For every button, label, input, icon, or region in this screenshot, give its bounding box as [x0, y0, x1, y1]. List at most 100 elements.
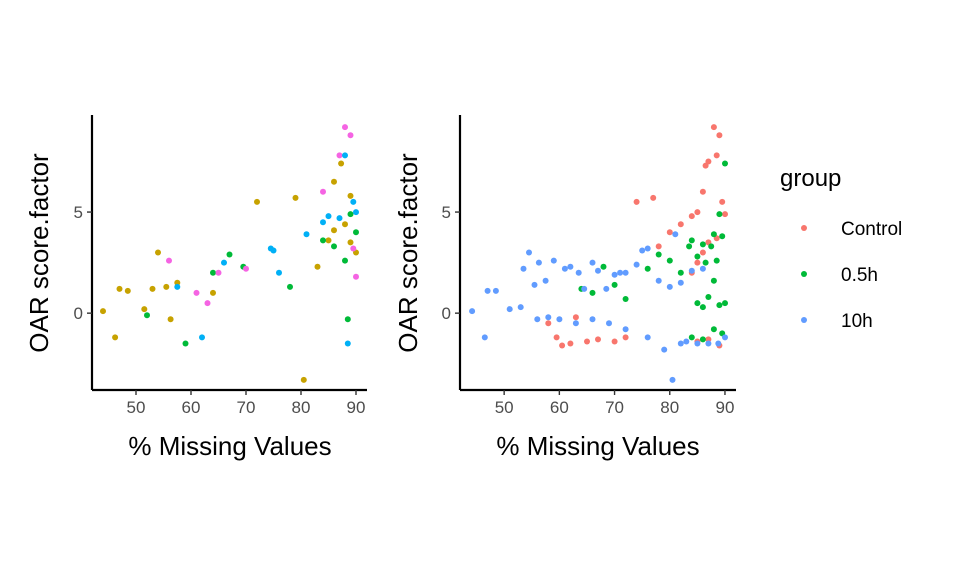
data-point — [584, 338, 590, 345]
data-point — [506, 306, 513, 313]
data-point — [572, 320, 579, 327]
data-point — [336, 152, 343, 159]
data-point — [226, 251, 233, 258]
data-point — [155, 249, 161, 256]
data-point — [617, 269, 624, 276]
data-point — [561, 265, 568, 272]
data-point — [688, 334, 695, 341]
x-axis-title: % Missing Values — [128, 431, 331, 461]
data-point — [567, 263, 574, 270]
data-point — [633, 198, 640, 205]
data-point — [722, 211, 728, 218]
data-point — [116, 285, 123, 292]
data-point — [622, 296, 629, 302]
data-point — [342, 257, 348, 264]
x-tick-label: 80 — [660, 398, 679, 417]
legend-item-0-5h: 0.5h — [801, 265, 878, 286]
data-point — [575, 269, 582, 276]
data-point — [270, 247, 277, 254]
data-point — [314, 263, 321, 270]
legend-item-control: Control — [801, 219, 902, 240]
data-point — [254, 198, 260, 205]
data-point — [600, 263, 607, 270]
data-point — [719, 198, 726, 205]
data-point — [688, 213, 695, 220]
data-point — [342, 152, 348, 159]
points-layer — [469, 124, 728, 383]
data-point — [694, 300, 701, 307]
data-point — [705, 294, 712, 300]
legend-label: Control — [841, 219, 902, 240]
data-point — [639, 247, 646, 254]
data-point — [531, 281, 538, 288]
data-point — [669, 376, 676, 383]
data-point — [655, 251, 662, 258]
data-point — [350, 245, 357, 252]
data-point — [331, 178, 337, 185]
data-point — [581, 285, 588, 292]
data-point — [677, 279, 684, 286]
data-point — [199, 334, 205, 341]
data-point — [719, 233, 726, 240]
data-point — [182, 340, 189, 347]
data-point — [688, 237, 695, 244]
data-point — [699, 336, 706, 343]
data-point — [666, 229, 673, 236]
data-point — [572, 314, 579, 321]
legend-key — [801, 225, 807, 231]
y-axis-title: OAR score.factor — [393, 153, 423, 353]
data-point — [688, 267, 695, 274]
data-point — [331, 243, 337, 250]
data-point — [716, 302, 723, 309]
data-point — [287, 283, 293, 290]
data-point — [553, 334, 560, 341]
data-point — [589, 289, 596, 296]
x-tick-label: 70 — [605, 398, 624, 417]
data-point — [336, 215, 343, 222]
data-point — [710, 124, 717, 131]
legend-label: 0.5h — [841, 265, 878, 286]
legend: group Control 0.5h 10h — [780, 165, 902, 332]
data-point — [144, 312, 150, 319]
data-point — [715, 340, 722, 347]
data-point — [141, 306, 148, 313]
data-point — [611, 281, 618, 288]
data-point — [699, 265, 706, 272]
data-point — [243, 265, 249, 272]
data-point — [469, 308, 476, 315]
data-point — [713, 152, 720, 159]
data-point — [174, 283, 181, 290]
x-tick-label: 50 — [127, 398, 146, 417]
data-point — [556, 316, 563, 323]
legend-label: 10h — [841, 311, 873, 332]
data-point — [705, 158, 712, 165]
data-point — [303, 231, 310, 238]
data-point — [650, 194, 657, 201]
y-tick-label: 0 — [442, 304, 451, 323]
data-point — [149, 285, 156, 292]
data-point — [550, 257, 557, 264]
data-point — [686, 243, 693, 250]
data-point — [710, 326, 717, 333]
x-tick-label: 70 — [237, 398, 256, 417]
data-point — [595, 336, 601, 343]
x-tick-label: 80 — [292, 398, 311, 417]
data-point — [112, 334, 119, 341]
data-point — [694, 253, 701, 260]
data-point — [716, 211, 723, 218]
data-point — [353, 273, 359, 280]
data-point — [722, 300, 728, 307]
data-point — [716, 132, 723, 139]
data-point — [722, 160, 728, 167]
data-point — [526, 249, 532, 256]
data-point — [644, 265, 651, 272]
data-point — [611, 271, 618, 278]
data-point — [705, 336, 712, 343]
data-point — [622, 269, 629, 276]
data-point — [517, 304, 524, 311]
y-tick-label: 5 — [442, 203, 451, 222]
data-point — [559, 342, 566, 349]
data-point — [320, 237, 326, 244]
data-point — [708, 243, 715, 250]
data-point — [481, 334, 488, 341]
